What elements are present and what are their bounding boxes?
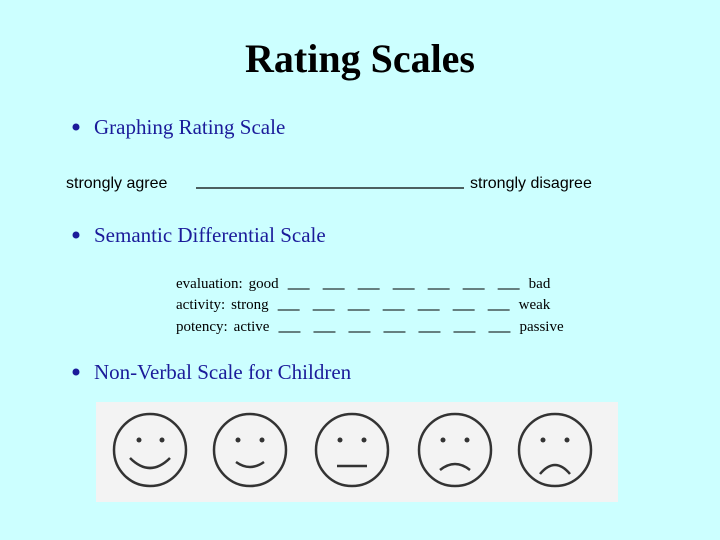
face [212, 412, 288, 488]
slide-title: Rating Scales [245, 36, 475, 81]
row-right: passive [519, 319, 564, 335]
bullet-heading: Graphing Rating Scale [94, 115, 285, 139]
bullet [72, 368, 80, 376]
row-right: bad [529, 276, 551, 292]
face [517, 412, 593, 488]
faces-image [96, 402, 618, 502]
semantic-rows: evaluation: good bad activity: strong weak pot… [176, 276, 564, 335]
row-left: good [249, 276, 280, 292]
row-label: evaluation: [176, 276, 243, 292]
row-left: strong [231, 297, 269, 313]
row-left: active [234, 319, 270, 335]
row-right: weak [519, 297, 551, 313]
face [112, 412, 188, 488]
bullet [72, 231, 80, 239]
bullet-heading: Semantic Differential Scale [94, 223, 326, 247]
face [417, 412, 493, 488]
scale-right: strongly disagree [470, 175, 592, 192]
face [314, 412, 390, 488]
bullet [72, 123, 80, 131]
row-label: activity: [176, 297, 225, 313]
bullet-heading: Non-Verbal Scale for Children [94, 360, 352, 384]
row-label: potency: [176, 319, 228, 335]
scale-left: strongly agree [66, 175, 167, 192]
